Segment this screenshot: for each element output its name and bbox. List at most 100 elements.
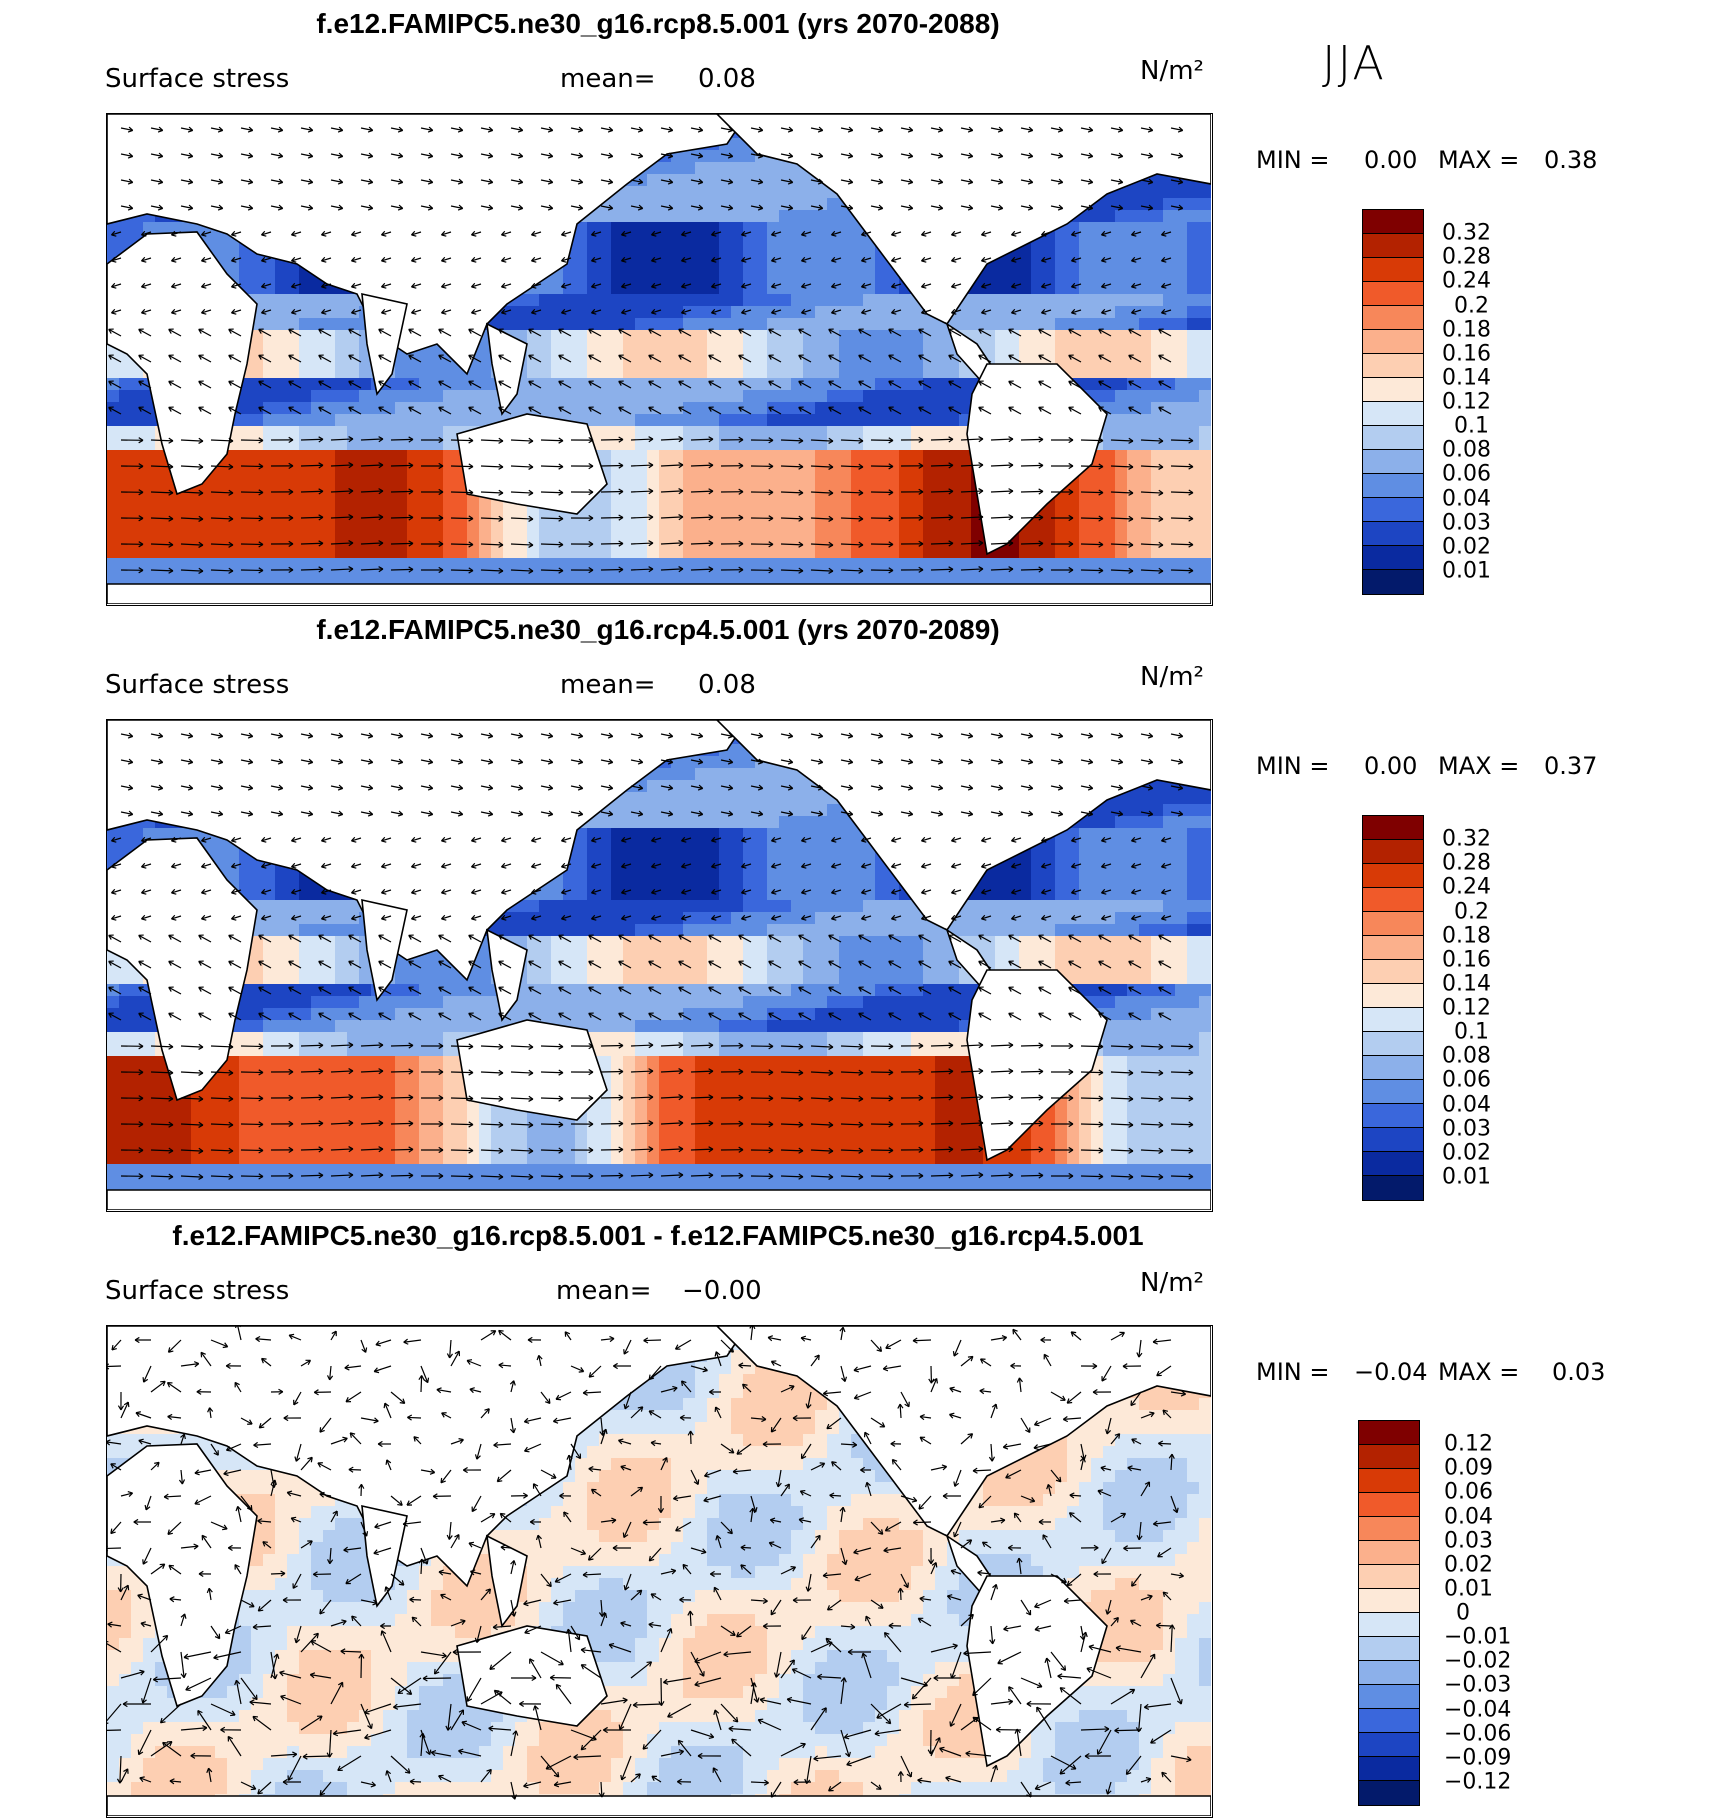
colorbar-tick-label: 0.06 xyxy=(1442,462,1491,487)
colorbar-swatch xyxy=(1363,474,1423,498)
colorbar-swatch xyxy=(1363,378,1423,402)
colorbar-tick-label: 0.1 xyxy=(1454,414,1489,439)
colorbar-tick-label: 0.24 xyxy=(1442,269,1491,294)
colorbar-tick-label: 0.04 xyxy=(1442,1092,1491,1117)
min-label: MIN = xyxy=(1256,752,1329,780)
colorbar-swatch xyxy=(1363,306,1423,330)
variable-label: Surface stress xyxy=(105,1276,289,1306)
units-label: N/m² xyxy=(1140,1268,1204,1298)
colorbar-tick-label: 0.18 xyxy=(1442,923,1491,948)
colorbar-tick-label: 0.01 xyxy=(1444,1576,1493,1601)
surface-stress-map xyxy=(107,114,1211,604)
colorbar-tick-label: 0.01 xyxy=(1442,558,1491,583)
surface-stress-difference-map xyxy=(107,1326,1211,1816)
colorbar-swatch xyxy=(1363,1176,1423,1200)
colorbar-tick-label: 0.2 xyxy=(1454,293,1489,318)
map-panel xyxy=(106,719,1213,1212)
colorbar xyxy=(1358,1420,1420,1806)
colorbar-swatch xyxy=(1363,498,1423,522)
colorbar-swatch xyxy=(1363,960,1423,984)
colorbar xyxy=(1362,209,1424,595)
max-value: 0.03 xyxy=(1552,1358,1605,1386)
panel-title: f.e12.FAMIPC5.ne30_g16.rcp8.5.001 (yrs 2… xyxy=(316,8,999,40)
colorbar-tick-label: 0.02 xyxy=(1444,1552,1493,1577)
colorbar-swatch xyxy=(1363,1056,1423,1080)
colorbar-tick-label: −0.12 xyxy=(1444,1769,1511,1794)
colorbar-swatch xyxy=(1363,210,1423,234)
colorbar-swatch xyxy=(1363,888,1423,912)
colorbar-swatch xyxy=(1359,1709,1419,1733)
colorbar-swatch xyxy=(1359,1661,1419,1685)
colorbar-swatch xyxy=(1363,936,1423,960)
colorbar-swatch xyxy=(1359,1421,1419,1445)
season-label: JJA xyxy=(1322,36,1386,90)
panel-title: f.e12.FAMIPC5.ne30_g16.rcp8.5.001 - f.e1… xyxy=(172,1220,1143,1252)
map-panel xyxy=(106,113,1213,606)
colorbar-tick-label: 0.06 xyxy=(1444,1480,1493,1505)
colorbar-tick-label: 0.02 xyxy=(1442,1140,1491,1165)
colorbar-swatch xyxy=(1359,1445,1419,1469)
colorbar-tick-label: 0.14 xyxy=(1442,971,1491,996)
colorbar-tick-label: 0.14 xyxy=(1442,365,1491,390)
colorbar-swatch xyxy=(1363,1008,1423,1032)
colorbar-swatch xyxy=(1359,1733,1419,1757)
colorbar-swatch xyxy=(1363,450,1423,474)
map-panel xyxy=(106,1325,1213,1818)
panel-title: f.e12.FAMIPC5.ne30_g16.rcp4.5.001 (yrs 2… xyxy=(316,614,999,646)
colorbar-swatch xyxy=(1363,912,1423,936)
colorbar-swatch xyxy=(1363,282,1423,306)
colorbar-tick-label: 0.03 xyxy=(1442,510,1491,535)
colorbar-tick-label: 0.02 xyxy=(1442,534,1491,559)
colorbar-swatch xyxy=(1363,1032,1423,1056)
colorbar-tick-label: 0.04 xyxy=(1442,486,1491,511)
min-value: 0.00 xyxy=(1364,146,1417,174)
max-label: MAX = xyxy=(1438,1358,1519,1386)
colorbar-swatch xyxy=(1359,1493,1419,1517)
colorbar-swatch xyxy=(1359,1781,1419,1805)
variable-label: Surface stress xyxy=(105,64,289,94)
colorbar-swatch xyxy=(1363,426,1423,450)
colorbar-tick-label: 0.32 xyxy=(1442,827,1491,852)
colorbar-tick-label: 0 xyxy=(1456,1601,1470,1626)
colorbar-tick-label: 0.04 xyxy=(1444,1504,1493,1529)
mean-value: −0.00 xyxy=(682,1276,762,1306)
colorbar-swatch xyxy=(1359,1541,1419,1565)
colorbar-swatch xyxy=(1363,984,1423,1008)
mean-label: mean= xyxy=(556,1276,652,1306)
mean-value: 0.08 xyxy=(698,64,756,94)
mean-label: mean= xyxy=(560,64,656,94)
colorbar-swatch xyxy=(1363,1152,1423,1176)
colorbar-tick-label: 0.03 xyxy=(1442,1116,1491,1141)
mean-label: mean= xyxy=(560,670,656,700)
mean-value: 0.08 xyxy=(698,670,756,700)
colorbar-tick-label: 0.18 xyxy=(1442,317,1491,342)
colorbar-tick-label: 0.06 xyxy=(1442,1068,1491,1093)
max-value: 0.37 xyxy=(1544,752,1597,780)
colorbar-tick-label: 0.28 xyxy=(1442,851,1491,876)
max-label: MAX = xyxy=(1438,146,1519,174)
surface-stress-map xyxy=(107,720,1211,1210)
colorbar-swatch xyxy=(1363,570,1423,594)
colorbar-tick-label: 0.1 xyxy=(1454,1020,1489,1045)
units-label: N/m² xyxy=(1140,56,1204,86)
units-label: N/m² xyxy=(1140,662,1204,692)
colorbar-tick-label: −0.09 xyxy=(1444,1745,1511,1770)
colorbar-tick-label: 0.2 xyxy=(1454,899,1489,924)
colorbar-tick-label: 0.01 xyxy=(1442,1164,1491,1189)
colorbar-tick-label: 0.12 xyxy=(1442,996,1491,1021)
colorbar xyxy=(1362,815,1424,1201)
colorbar-tick-label: −0.02 xyxy=(1444,1649,1511,1674)
colorbar-tick-label: 0.16 xyxy=(1442,341,1491,366)
colorbar-swatch xyxy=(1363,840,1423,864)
colorbar-tick-label: −0.06 xyxy=(1444,1721,1511,1746)
colorbar-swatch xyxy=(1359,1589,1419,1613)
min-label: MIN = xyxy=(1256,146,1329,174)
colorbar-swatch xyxy=(1363,354,1423,378)
colorbar-swatch xyxy=(1359,1637,1419,1661)
max-value: 0.38 xyxy=(1544,146,1597,174)
min-value: 0.00 xyxy=(1364,752,1417,780)
colorbar-swatch xyxy=(1363,1080,1423,1104)
colorbar-swatch xyxy=(1359,1757,1419,1781)
min-label: MIN = xyxy=(1256,1358,1329,1386)
colorbar-swatch xyxy=(1359,1685,1419,1709)
